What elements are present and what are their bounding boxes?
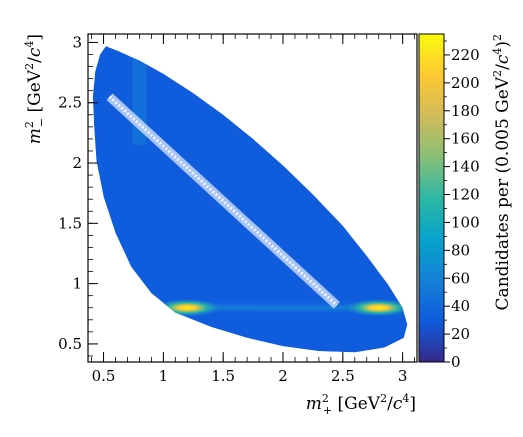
x-tick-label: 1.5 [211, 367, 235, 385]
y-tick-label: 2 [72, 154, 82, 172]
x-tick-label: 1 [159, 367, 169, 385]
colorbar-tick-label: 140 [451, 158, 480, 176]
y-axis-ticks: 0.5 1 1.5 2 2.5 3 [58, 33, 98, 357]
colorbar-tick-label: 200 [451, 74, 480, 92]
colorbar [419, 34, 444, 362]
x-tick-label: 0.5 [92, 367, 116, 385]
colorbar-tick-label: 160 [451, 130, 480, 148]
y-axis-label: m2− [GeV2/c4] [23, 34, 48, 144]
colorbar-tick-label: 220 [451, 46, 480, 64]
colorbar-tick-label: 120 [451, 186, 480, 204]
x-tick-label: 2.5 [331, 367, 355, 385]
colorbar-tick-label: 40 [451, 297, 470, 315]
colorbar-ticks: 0 20 40 60 80 100 120 140 160 180 200 220 [418, 33, 480, 371]
y-tick-label: 2.5 [58, 94, 82, 112]
x-tick-label: 2 [278, 367, 288, 385]
y-tick-label: 0.5 [58, 335, 82, 353]
colorbar-tick-label: 80 [451, 241, 470, 259]
y-tick-label: 1.5 [58, 214, 82, 232]
x-axis-ticks: 0.5 1 1.5 2 2.5 3 [91, 34, 416, 385]
colorbar-tick-label: 20 [451, 325, 470, 343]
dalitz-region [92, 46, 408, 353]
colorbar-tick-label: 0 [451, 353, 461, 371]
resonance-hotspot-1 [153, 298, 222, 317]
depletion-band-core [108, 95, 338, 307]
colorbar-frame [418, 33, 445, 363]
plot-frame [87, 33, 418, 363]
heatmap-data-layer [92, 46, 408, 353]
colorbar-tick-label: 100 [451, 213, 480, 231]
colorbar-tick-label: 60 [451, 269, 470, 287]
colorbar-label: Candidates per (0.005 GeV2/c4)2 [491, 34, 513, 310]
colorbar-tick-label: 180 [451, 102, 480, 120]
x-tick-label: 3 [398, 367, 408, 385]
x-axis-label: m2 + [GeV2/c4] [306, 392, 416, 417]
y-tick-label: 1 [72, 275, 82, 293]
y-tick-label: 3 [72, 33, 82, 51]
resonance-hotspot-2 [344, 298, 408, 317]
